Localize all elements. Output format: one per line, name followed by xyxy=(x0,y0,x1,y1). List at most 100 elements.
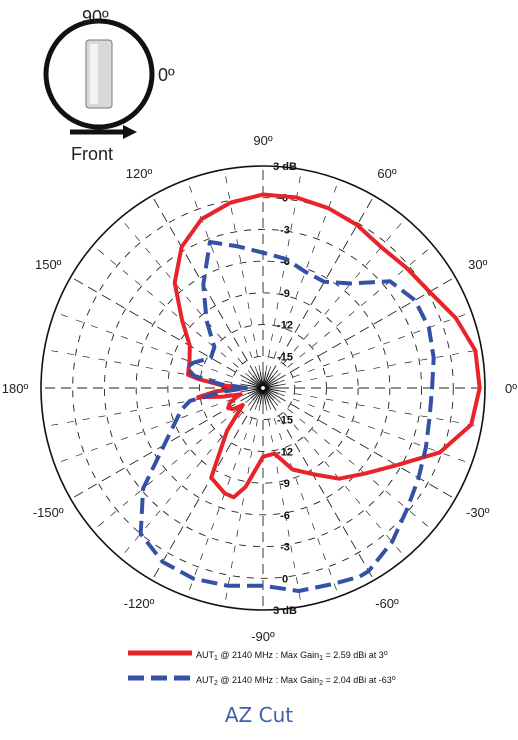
grid-spoke-320 xyxy=(275,398,434,531)
antenna-photo-highlight xyxy=(90,44,98,104)
angle-label-5: 150º xyxy=(35,257,62,272)
grid-spoke-130 xyxy=(120,217,253,376)
center-hub-tick-170 xyxy=(247,384,262,389)
antenna-photo xyxy=(85,39,113,109)
inset-label-front: Front xyxy=(71,144,113,164)
ring-label-top-5: -12 xyxy=(277,320,293,332)
legend-label-2: AUT2 @ 2140 MHz : Max Gain2 = 2.04 dBi a… xyxy=(196,675,396,687)
grid-spoke-70 xyxy=(268,179,340,374)
angle-label-3: 90º xyxy=(253,133,272,148)
ring-label-bottom-1: 0 xyxy=(282,573,288,585)
center-hub-tick-20 xyxy=(264,382,279,388)
grid-spoke-150 xyxy=(70,276,250,381)
ring-label-top-6: -15 xyxy=(277,351,293,363)
angle-label-0: 0º xyxy=(505,381,517,396)
center-hub-tick-50 xyxy=(263,375,274,387)
polar-outer-circle xyxy=(40,165,486,611)
ring-label-bottom-5: -12 xyxy=(277,446,293,458)
center-hub-tick-70 xyxy=(263,372,269,387)
center-hub-tick-100 xyxy=(259,372,264,387)
grid-spoke-200 xyxy=(54,393,249,465)
grid-spoke-50 xyxy=(273,217,406,376)
grid-spoke-350 xyxy=(278,390,482,427)
inset-label-0: 0º xyxy=(158,65,175,85)
angle-label-7: -150º xyxy=(33,505,64,520)
legend-label-1: AUT1 @ 2140 MHz : Max Gain1 = 2.59 dBi a… xyxy=(196,650,388,662)
center-hub-tick-330 xyxy=(264,388,278,397)
front-arrow-head xyxy=(123,125,137,139)
ring-label-top-0: 3 dB xyxy=(273,161,297,173)
ring-label-bottom-6: -15 xyxy=(277,415,293,427)
ring-label-bottom-4: -9 xyxy=(280,478,290,490)
grid-spoke-280 xyxy=(265,403,302,607)
center-hub-tick-300 xyxy=(263,389,272,403)
center-hub-tick-340 xyxy=(264,388,279,394)
center-hub-tick-210 xyxy=(248,388,262,397)
center-hub-tick-10 xyxy=(264,384,279,389)
center-hub-tick-250 xyxy=(257,389,263,404)
grid-spoke-340 xyxy=(277,393,472,465)
center-hub-tick-220 xyxy=(250,388,262,399)
grid-spoke-170 xyxy=(44,349,248,386)
center-hub-tick-120 xyxy=(254,373,263,387)
ring-label-bottom-0: 3 dB xyxy=(273,605,297,617)
center-hub-tick-240 xyxy=(254,389,263,403)
ring-label-top-2: -3 xyxy=(280,224,290,236)
polar-plot: 3 dB3 dB00-3-3-6-6-9-9-12-12-15-150º30º6… xyxy=(2,133,517,644)
angle-label-1: 30º xyxy=(468,257,487,272)
ring-label-top-4: -9 xyxy=(280,288,290,300)
center-hub-tick-290 xyxy=(263,389,269,404)
grid-ring-4 xyxy=(167,292,359,484)
inset-label-90: 90º xyxy=(82,7,109,27)
inset-circle xyxy=(43,18,155,130)
grid-spoke-100 xyxy=(224,169,261,373)
grid-spoke-260 xyxy=(224,403,261,607)
grid-spoke-220 xyxy=(92,398,251,531)
grid-spoke-160 xyxy=(54,311,249,383)
angle-label-8: -120º xyxy=(124,596,155,611)
grid-ring-1 xyxy=(72,197,454,579)
grid-spoke-110 xyxy=(186,179,258,374)
angle-label-6: 180º xyxy=(2,381,29,396)
chart-caption: AZ Cut xyxy=(225,703,293,727)
grid-spoke-20 xyxy=(277,311,472,383)
angle-label-4: 120º xyxy=(126,166,153,181)
grid-spoke-10 xyxy=(278,349,482,386)
series-curve-2 xyxy=(138,240,436,593)
grid-spoke-60 xyxy=(270,195,375,375)
center-hub-tick-280 xyxy=(262,389,267,404)
grid-spoke-40 xyxy=(275,245,434,378)
angle-label-2: 60º xyxy=(377,166,396,181)
orientation-inset: 90º 0º Front xyxy=(43,7,175,164)
angle-label-10: -60º xyxy=(375,596,399,611)
grid-spoke-330 xyxy=(276,395,456,500)
center-hub-tick-30 xyxy=(264,379,278,388)
grid-spoke-140 xyxy=(92,245,251,378)
center-hub-tick-260 xyxy=(259,389,264,404)
center-hub-tick-230 xyxy=(252,389,263,401)
center-hub-tick-310 xyxy=(263,389,274,401)
ring-label-top-1: 0 xyxy=(282,193,288,205)
ring-label-top-3: -6 xyxy=(280,256,290,268)
grid-ring-3 xyxy=(135,260,391,516)
grid-ring-5 xyxy=(199,324,327,452)
ring-label-bottom-3: -6 xyxy=(280,510,290,522)
ring-label-bottom-2: -3 xyxy=(280,542,290,554)
grid-spoke-30 xyxy=(276,276,456,381)
center-hub-tick-140 xyxy=(250,377,262,388)
grid-spoke-240 xyxy=(151,401,256,581)
grid-ring-2 xyxy=(103,228,423,548)
center-hub-tick-150 xyxy=(248,379,262,388)
center-hub-tick-130 xyxy=(252,375,263,387)
grid-spoke-250 xyxy=(186,402,258,597)
grid-spoke-80 xyxy=(265,169,302,373)
center-hub-tick-110 xyxy=(257,372,263,387)
grid-spoke-300 xyxy=(270,401,375,581)
grid-spoke-290 xyxy=(268,402,340,597)
center-hub-tick-60 xyxy=(263,373,272,387)
center-hub-tick-200 xyxy=(247,388,262,394)
angle-label-11: -30º xyxy=(466,505,490,520)
center-hub-tick-80 xyxy=(262,372,267,387)
angle-label-9: -90º xyxy=(251,629,275,644)
